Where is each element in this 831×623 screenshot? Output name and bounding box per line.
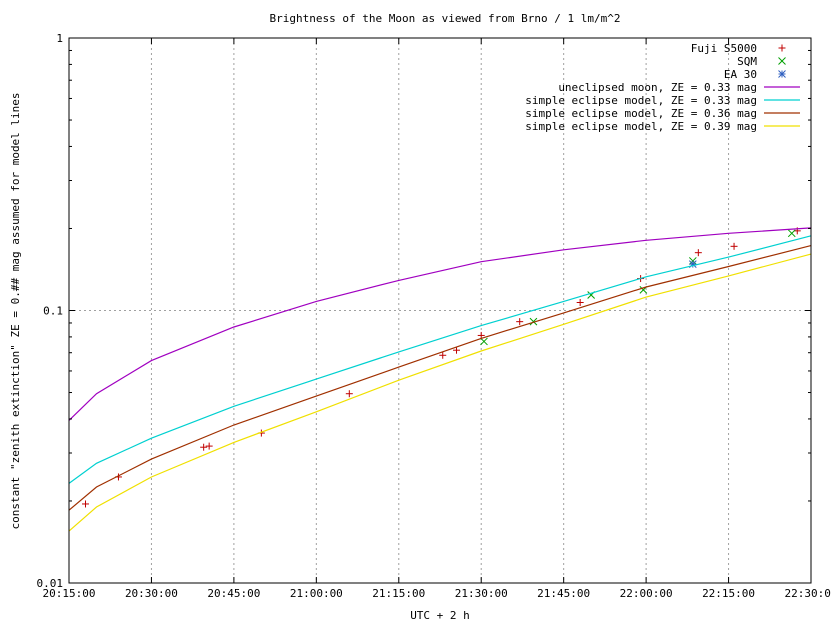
x-tick-label: 21:30:00 (455, 587, 508, 600)
data-point-sqm-stroke (787, 229, 796, 238)
data-point-fuji-s5000 (439, 351, 447, 359)
x-tick-label: 20:30:00 (125, 587, 178, 600)
series-line-uneclipsed-moon-ze-0-33-mag (68, 227, 812, 421)
legend-label-fuji-s5000: Fuji S5000 (691, 42, 757, 55)
axes: 20:15:00 20:30:00 20:45:00 21:00:00 21:15:00… (37, 32, 831, 600)
legend-label-simple-eclipse-model-ze-0-33-mag: simple eclipse model, ZE = 0.33 mag (525, 94, 757, 107)
data-point-sqm (787, 229, 796, 238)
y-axis-label: constant "zenith extinction" ZE = 0.## m… (9, 92, 22, 529)
x-tick-label: 20:45:00 (207, 587, 260, 600)
legend-marker-ea-30-stroke (778, 70, 786, 78)
legend-label-simple-eclipse-model-ze-0-39-mag: simple eclipse model, ZE = 0.39 mag (525, 120, 757, 133)
x-tick-label: 21:00:00 (290, 587, 343, 600)
data-point-fuji-s5000 (730, 242, 738, 250)
legend-marker-sqm-stroke (778, 57, 786, 65)
series-line-simple-eclipse-model-ze-0-33-mag (68, 235, 812, 484)
x-tick-label: 22:00:00 (620, 587, 673, 600)
y-tick-label: 0.01 (37, 577, 64, 590)
data-point-fuji-s5000 (345, 390, 353, 398)
x-axis-label: UTC + 2 h (410, 609, 470, 622)
series-layer (68, 227, 812, 532)
legend-label-uneclipsed-moon-ze-0-33-mag: uneclipsed moon, ZE = 0.33 mag (558, 81, 757, 94)
chart-title: Brightness of the Moon as viewed from Br… (270, 12, 621, 25)
data-point-sqm-stroke (480, 337, 488, 346)
legend-label-sqm: SQM (737, 55, 757, 68)
data-point-fuji-s5000 (576, 298, 584, 306)
data-point-fuji-s5000 (694, 249, 702, 257)
data-point-fuji-s5000 (205, 442, 213, 450)
series-line-simple-eclipse-model-ze-0-39-mag (68, 253, 812, 532)
data-point-fuji-s5000 (452, 346, 460, 354)
legend-marker-sqm (778, 57, 786, 65)
legend-marker-ea-30 (778, 70, 786, 78)
data-point-sqm (480, 337, 488, 346)
grid (69, 38, 811, 583)
data-point-fuji-s5000 (516, 318, 524, 326)
legend-marker-fuji-s5000 (778, 44, 786, 52)
series-line-simple-eclipse-model-ze-0-36-mag (68, 245, 812, 511)
y-tick-label: 1 (56, 32, 63, 45)
x-tick-label: 20:15:00 (43, 587, 96, 600)
data-point-fuji-s5000 (200, 443, 208, 451)
y-tick-label: 0.1 (43, 305, 63, 318)
x-tick-label: 21:15:00 (372, 587, 425, 600)
data-point-fuji-s5000 (81, 500, 89, 508)
legend-label-simple-eclipse-model-ze-0-36-mag: simple eclipse model, ZE = 0.36 mag (525, 107, 757, 120)
x-tick-label: 21:45:00 (537, 587, 590, 600)
x-tick-label: 22:30:00 (785, 587, 831, 600)
x-tick-label: 22:15:00 (702, 587, 755, 600)
legend-label-ea-30: EA 30 (724, 68, 757, 81)
